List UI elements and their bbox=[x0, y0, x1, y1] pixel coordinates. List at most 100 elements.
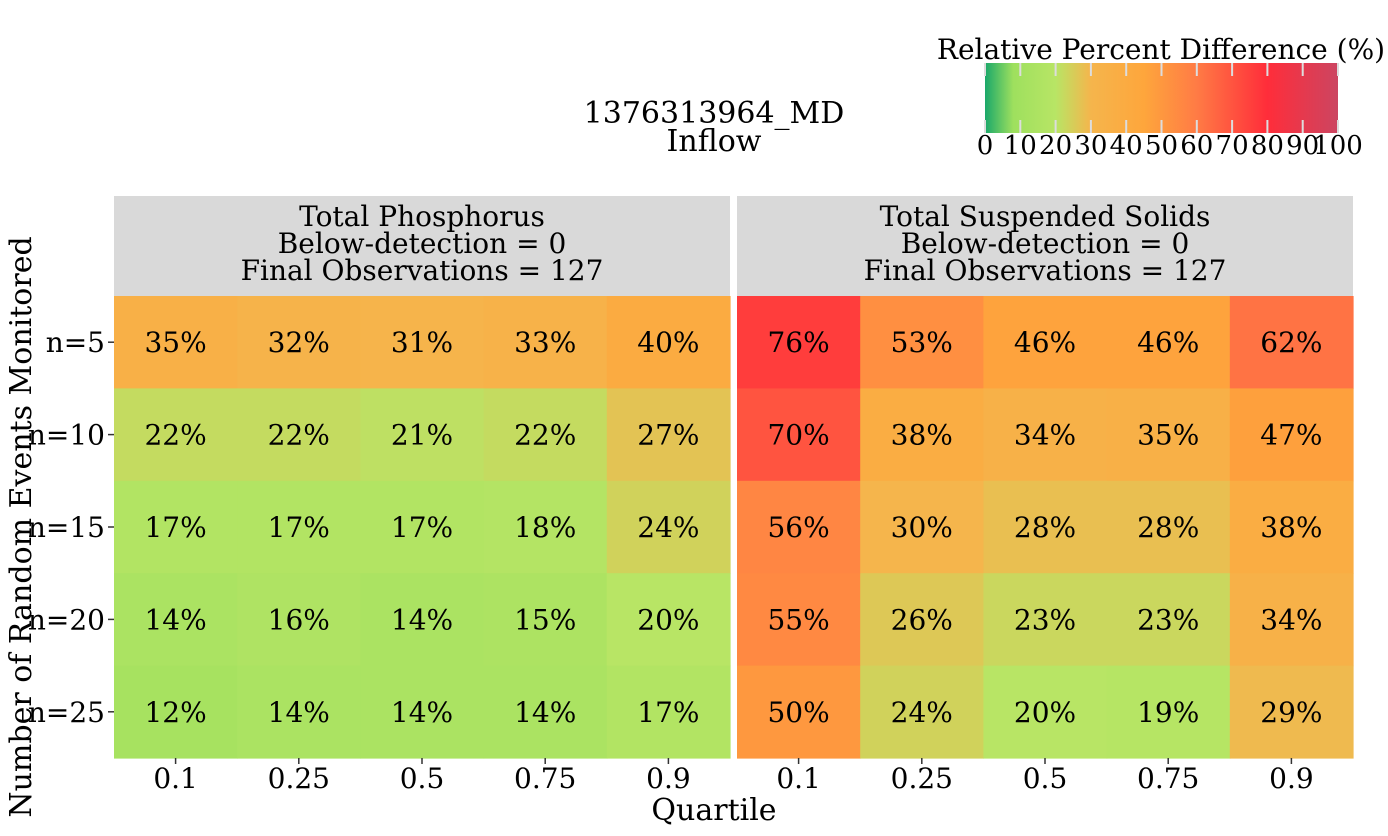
cell-value-label: 53% bbox=[891, 326, 953, 359]
cell-value-label: 31% bbox=[391, 326, 453, 359]
cell-value-label: 24% bbox=[891, 696, 953, 729]
y-axis-label: Number of Random Events Monitored bbox=[4, 236, 39, 817]
heatmap-cell bbox=[483, 388, 608, 482]
x-tick-label: 0.1 bbox=[153, 762, 198, 795]
cell-value-label: 26% bbox=[891, 603, 953, 636]
heatmap-cell bbox=[114, 573, 238, 667]
heatmap-cell bbox=[360, 480, 485, 574]
heatmap-cell bbox=[737, 665, 861, 759]
heatmap-cell bbox=[983, 665, 1108, 759]
heatmap-cell bbox=[1106, 388, 1231, 482]
cell-value-label: 34% bbox=[1260, 603, 1322, 636]
heatmap-cell bbox=[114, 296, 238, 389]
heatmap-cell bbox=[360, 665, 485, 759]
panel-header-line: Total Phosphorus bbox=[299, 200, 545, 233]
heatmap-cell bbox=[860, 573, 984, 667]
cell-value-label: 19% bbox=[1137, 696, 1199, 729]
cell-value-label: 70% bbox=[767, 419, 829, 452]
cell-value-label: 55% bbox=[767, 603, 829, 636]
cell-value-label: 16% bbox=[268, 603, 330, 636]
heatmap-cell bbox=[983, 296, 1108, 389]
cell-value-label: 29% bbox=[1260, 696, 1322, 729]
x-tick-label: 0.9 bbox=[646, 762, 691, 795]
heatmap-cell bbox=[360, 388, 485, 482]
heatmap-cell bbox=[114, 480, 238, 574]
heatmap-cell bbox=[983, 388, 1108, 482]
cell-value-label: 47% bbox=[1260, 419, 1322, 452]
heatmap-cell bbox=[114, 388, 238, 482]
cell-value-label: 27% bbox=[637, 419, 699, 452]
cell-value-label: 62% bbox=[1260, 326, 1322, 359]
colorbar-title: Relative Percent Difference (%) bbox=[937, 33, 1385, 66]
heatmap-cell bbox=[1106, 480, 1231, 574]
cell-value-label: 40% bbox=[637, 326, 699, 359]
cell-value-label: 14% bbox=[391, 603, 453, 636]
heatmap-cell bbox=[237, 573, 361, 667]
heatmap-cell bbox=[737, 388, 861, 482]
cell-value-label: 30% bbox=[891, 511, 953, 544]
cell-value-label: 12% bbox=[144, 696, 206, 729]
heatmap-cell bbox=[606, 480, 731, 574]
panel-header-line: Final Observations = 127 bbox=[241, 254, 604, 287]
x-tick-label: 0.5 bbox=[400, 762, 445, 795]
panel-header-line: Total Suspended Solids bbox=[880, 200, 1211, 233]
cell-value-label: 22% bbox=[144, 419, 206, 452]
heatmap-cell bbox=[1106, 296, 1231, 389]
cell-value-label: 23% bbox=[1014, 603, 1076, 636]
heatmap-cell bbox=[1229, 296, 1354, 389]
cell-value-label: 23% bbox=[1137, 603, 1199, 636]
cell-value-label: 17% bbox=[391, 511, 453, 544]
heatmap-cell bbox=[360, 296, 485, 389]
cell-value-label: 38% bbox=[891, 419, 953, 452]
heatmap-cell bbox=[1106, 665, 1231, 759]
colorbar-legend: Relative Percent Difference (%) 0 10 20 30 4… bbox=[937, 33, 1385, 161]
x-tick-label: 0.75 bbox=[1137, 762, 1199, 795]
heatmap-cell bbox=[483, 296, 608, 389]
y-axis: n=5 n=10 n=15 n=20 n=25 bbox=[28, 326, 114, 729]
cell-value-label: 46% bbox=[1137, 326, 1199, 359]
colorbar-tick-label: 100 bbox=[1313, 131, 1363, 161]
heatmap-cell bbox=[237, 296, 361, 389]
x-tick-label: 0.1 bbox=[776, 762, 821, 795]
heatmap-cell bbox=[360, 573, 485, 667]
y-tick-label: n=25 bbox=[28, 696, 105, 729]
cell-value-label: 35% bbox=[1137, 419, 1199, 452]
y-tick-label: n=10 bbox=[28, 419, 105, 452]
panel-header-line: Below-detection = 0 bbox=[901, 227, 1190, 260]
heatmap-cell bbox=[237, 480, 361, 574]
cell-value-label: 14% bbox=[144, 603, 206, 636]
cell-value-label: 33% bbox=[514, 326, 576, 359]
panel-header-strip bbox=[114, 196, 730, 296]
x-tick-label: 0.75 bbox=[514, 762, 576, 795]
cell-value-label: 22% bbox=[514, 419, 576, 452]
cell-value-label: 20% bbox=[1014, 696, 1076, 729]
heatmap-cell bbox=[737, 573, 861, 667]
cell-value-label: 38% bbox=[1260, 511, 1322, 544]
cell-value-label: 17% bbox=[268, 511, 330, 544]
cell-value-label: 28% bbox=[1137, 511, 1199, 544]
heatmap-cell bbox=[860, 296, 984, 389]
heatmap-cell bbox=[483, 665, 608, 759]
heatmap-cell bbox=[983, 573, 1108, 667]
panel-header-strip bbox=[737, 196, 1353, 296]
cell-value-label: 17% bbox=[637, 696, 699, 729]
cell-value-label: 17% bbox=[144, 511, 206, 544]
heatmap-cell bbox=[237, 665, 361, 759]
heatmap-cell bbox=[1229, 480, 1354, 574]
heatmap-cell bbox=[1106, 573, 1231, 667]
heatmap-cell bbox=[606, 296, 731, 389]
cell-value-label: 24% bbox=[637, 511, 699, 544]
y-tick-label: n=5 bbox=[46, 326, 105, 359]
heatmap-cell bbox=[1229, 388, 1354, 482]
heatmap-cell bbox=[606, 388, 731, 482]
colorbar-tick-label: 10 bbox=[1004, 131, 1037, 161]
colorbar-tick-label: 60 bbox=[1180, 131, 1213, 161]
cell-value-label: 15% bbox=[514, 603, 576, 636]
cell-value-label: 14% bbox=[391, 696, 453, 729]
chart-subtitle: Inflow bbox=[667, 124, 762, 159]
cell-value-label: 22% bbox=[268, 419, 330, 452]
colorbar-tick-label: 70 bbox=[1216, 131, 1249, 161]
heatmap-cell bbox=[483, 480, 608, 574]
x-tick-label: 0.25 bbox=[268, 762, 330, 795]
